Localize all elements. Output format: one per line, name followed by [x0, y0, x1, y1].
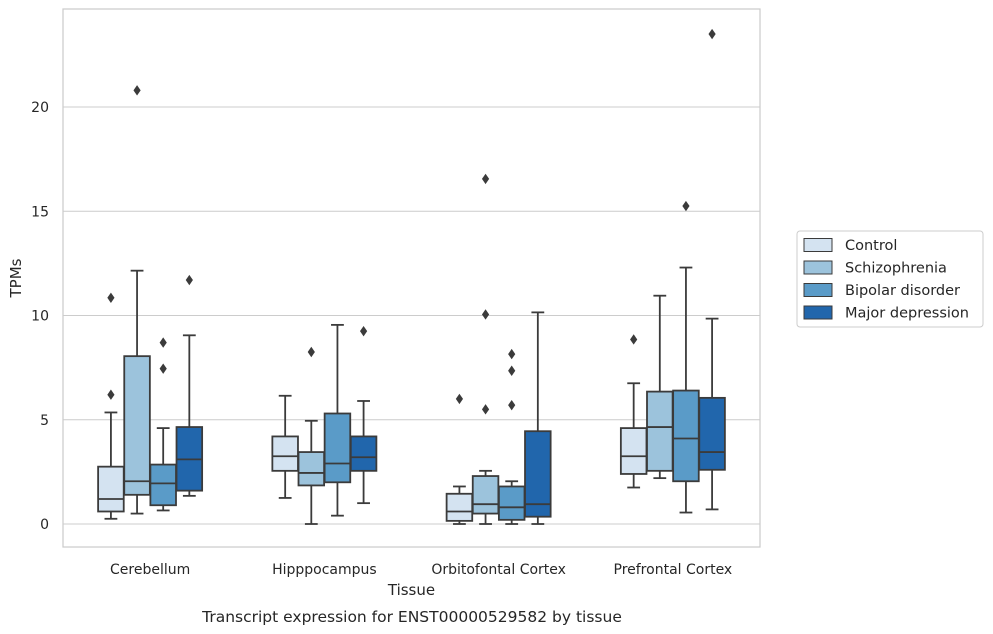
- x-tick-label: Hipppocampus: [272, 562, 377, 578]
- iqr-box: [524, 430, 552, 518]
- legend-label: Control: [845, 238, 897, 254]
- legend-swatch: [803, 238, 833, 252]
- box-bipolar-disorder-orbitofontal-cortex: [497, 348, 526, 525]
- legend-frame: [796, 230, 984, 328]
- x-tick-label: Prefrontal Cortex: [614, 562, 733, 578]
- outlier-point: [630, 334, 638, 345]
- x-tick-label: Orbitofontal Cortex: [431, 562, 566, 578]
- outlier-point: [159, 363, 167, 374]
- box-major-depression-orbitofontal-cortex: [524, 311, 552, 525]
- box-schizophrenia-cerebellum: [123, 85, 151, 515]
- iqr-box: [123, 355, 151, 496]
- y-tick-label: 10: [31, 309, 49, 325]
- iqr-box: [271, 435, 299, 472]
- y-tick-labels: 0 5 10 15 20: [31, 100, 49, 533]
- iqr-box: [97, 465, 125, 513]
- box-control-orbitofontal-cortex: [445, 393, 474, 525]
- outlier-point: [508, 348, 516, 360]
- box-control-hipppocampus: [271, 394, 299, 499]
- iqr-box: [297, 451, 326, 487]
- legend-label: Bipolar disorder: [845, 283, 960, 299]
- chart-caption: Transcript expression for ENST0000052958…: [201, 608, 622, 626]
- y-axis-label: TPMs: [7, 258, 25, 298]
- iqr-box: [445, 492, 474, 522]
- outlier-point: [107, 292, 115, 303]
- outlier-point: [455, 393, 464, 405]
- box-schizophrenia-orbitofontal-cortex: [471, 173, 500, 525]
- y-tick-label: 5: [40, 413, 49, 429]
- legend-swatch: [803, 283, 833, 297]
- plot-frame: [62, 8, 761, 548]
- box-control-prefrontal-cortex: [619, 334, 648, 489]
- y-tick-label: 20: [31, 100, 49, 116]
- iqr-box: [149, 463, 177, 507]
- outlier-point: [708, 28, 716, 40]
- box-bipolar-disorder-prefrontal-cortex: [672, 200, 700, 514]
- outlier-point: [481, 404, 490, 415]
- outlier-point: [481, 173, 490, 185]
- iqr-box: [646, 390, 674, 472]
- x-tick-label: Cerebellum: [110, 562, 190, 578]
- box-control-cerebellum: [97, 292, 125, 520]
- outlier-point: [185, 274, 193, 286]
- box-major-depression-prefrontal-cortex: [698, 28, 726, 511]
- y-tick-label: 0: [40, 517, 49, 533]
- box-schizophrenia-hipppocampus: [297, 346, 326, 525]
- iqr-box: [619, 427, 648, 475]
- iqr-box: [471, 475, 500, 515]
- box-major-depression-hipppocampus: [349, 325, 378, 505]
- outlier-point: [682, 200, 690, 212]
- outlier-point: [508, 399, 516, 411]
- box-schizophrenia-prefrontal-cortex: [646, 294, 674, 480]
- x-axis-label: Tissue: [387, 581, 435, 599]
- outlier-point: [508, 365, 516, 376]
- iqr-box: [698, 396, 726, 471]
- outlier-point: [133, 85, 141, 96]
- box-bipolar-disorder-cerebellum: [149, 337, 177, 512]
- legend-label: Major depression: [845, 306, 969, 322]
- legend-swatch: [803, 305, 833, 320]
- iqr-box: [497, 485, 526, 521]
- boxes-layer: [97, 28, 726, 525]
- box-major-depression-cerebellum: [175, 274, 204, 497]
- outlier-point: [107, 389, 115, 400]
- legend: Control Schizophrenia Bipolar disorder Majo…: [796, 230, 984, 328]
- iqr-box: [672, 389, 700, 483]
- y-tick-label: 15: [31, 204, 49, 220]
- y-gridlines: [63, 106, 760, 525]
- legend-label: Schizophrenia: [845, 261, 947, 277]
- box-bipolar-disorder-hipppocampus: [323, 323, 352, 517]
- iqr-box: [323, 412, 352, 484]
- outlier-point: [359, 325, 368, 337]
- outlier-point: [481, 309, 490, 320]
- iqr-box: [349, 435, 378, 472]
- outlier-point: [159, 337, 167, 348]
- outlier-point: [307, 346, 315, 358]
- x-tick-labels: Cerebellum Hipppocampus Orbitofontal Corte…: [110, 562, 732, 578]
- legend-swatch: [803, 260, 833, 275]
